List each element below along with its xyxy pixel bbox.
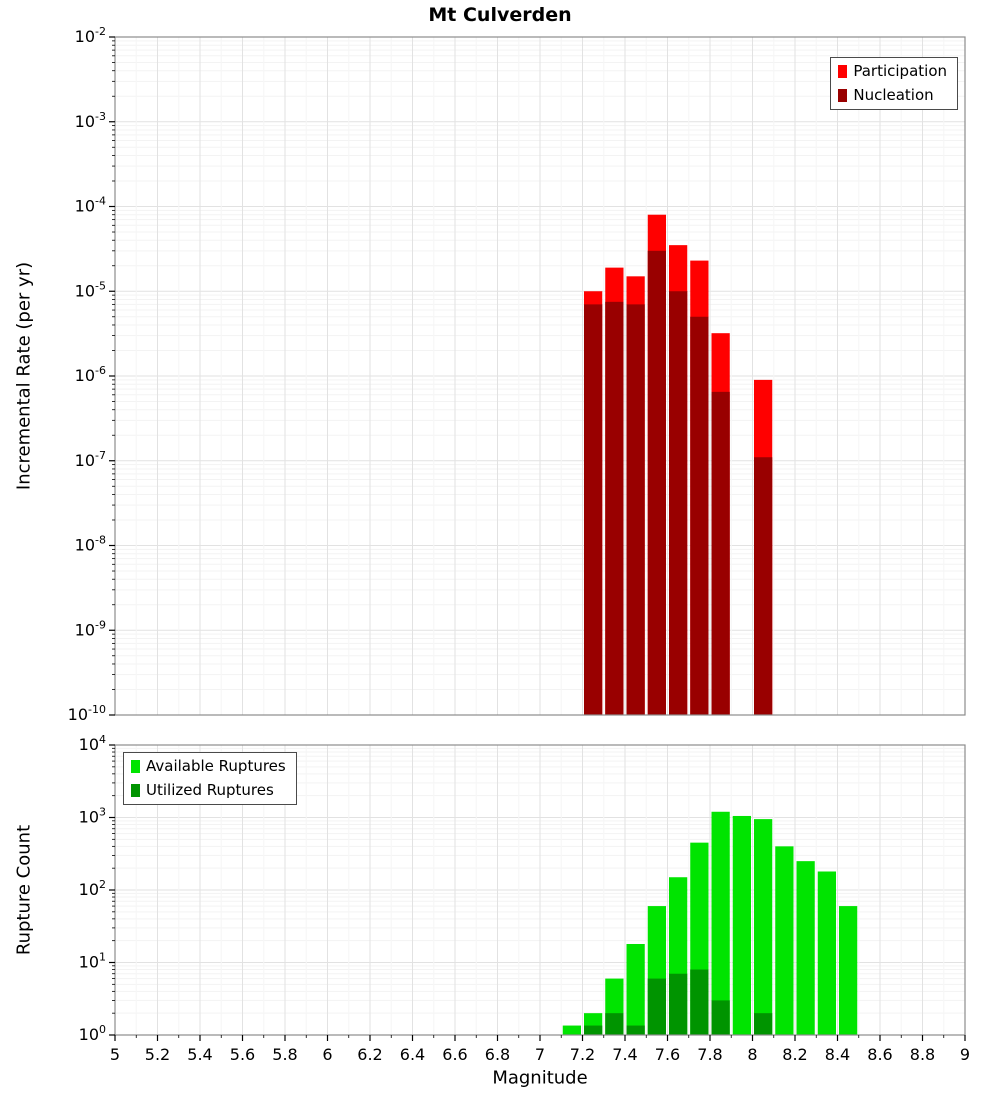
svg-text:8: 8 bbox=[747, 1045, 757, 1064]
svg-text:10-9: 10-9 bbox=[75, 618, 106, 639]
count-axis-label: Rupture Count bbox=[13, 824, 35, 956]
svg-text:5.6: 5.6 bbox=[230, 1045, 255, 1064]
svg-text:104: 104 bbox=[79, 733, 106, 754]
nucleation-label: Nucleation bbox=[853, 86, 934, 104]
page-title: Mt Culverden bbox=[428, 4, 572, 26]
svg-text:10-2: 10-2 bbox=[75, 25, 106, 46]
svg-text:7.2: 7.2 bbox=[570, 1045, 595, 1064]
nucleation-swatch bbox=[838, 89, 848, 102]
svg-text:7: 7 bbox=[535, 1045, 545, 1064]
svg-text:8.8: 8.8 bbox=[910, 1045, 935, 1064]
utilized-ruptures-swatch bbox=[131, 784, 140, 797]
svg-text:6.2: 6.2 bbox=[357, 1045, 382, 1064]
magnitude-axis-label: Magnitude bbox=[492, 1067, 588, 1089]
svg-text:10-3: 10-3 bbox=[75, 110, 106, 131]
available-ruptures-label: Available Ruptures bbox=[146, 757, 286, 775]
utilized-ruptures-label: Utilized Ruptures bbox=[146, 781, 274, 799]
legend-item-utilized: Utilized Ruptures bbox=[131, 783, 286, 798]
svg-text:5: 5 bbox=[110, 1045, 120, 1064]
svg-text:10-6: 10-6 bbox=[75, 364, 106, 385]
svg-text:8.6: 8.6 bbox=[867, 1045, 892, 1064]
svg-text:103: 103 bbox=[79, 806, 106, 827]
rate-legend: Participation Nucleation bbox=[830, 57, 958, 110]
svg-text:7.6: 7.6 bbox=[655, 1045, 680, 1064]
participation-label: Participation bbox=[853, 62, 947, 80]
svg-text:7.8: 7.8 bbox=[697, 1045, 722, 1064]
available-ruptures-swatch bbox=[131, 760, 140, 773]
participation-swatch bbox=[838, 65, 848, 78]
svg-text:10-4: 10-4 bbox=[75, 195, 106, 216]
svg-text:5.8: 5.8 bbox=[272, 1045, 297, 1064]
legend-item-participation: Participation bbox=[838, 64, 947, 79]
legend-item-available: Available Ruptures bbox=[131, 759, 286, 774]
svg-text:10-5: 10-5 bbox=[75, 279, 106, 300]
svg-text:6.4: 6.4 bbox=[400, 1045, 425, 1064]
svg-text:5.2: 5.2 bbox=[145, 1045, 170, 1064]
svg-text:7.4: 7.4 bbox=[612, 1045, 637, 1064]
svg-text:6.8: 6.8 bbox=[485, 1045, 510, 1064]
svg-text:101: 101 bbox=[79, 951, 106, 972]
svg-text:100: 100 bbox=[79, 1023, 106, 1044]
svg-text:6: 6 bbox=[322, 1045, 332, 1064]
count-legend: Available Ruptures Utilized Ruptures bbox=[123, 752, 297, 805]
rate-axis-label: Incremental Rate (per yr) bbox=[13, 261, 35, 491]
svg-text:10-8: 10-8 bbox=[75, 534, 106, 555]
svg-text:9: 9 bbox=[960, 1045, 970, 1064]
svg-text:8.4: 8.4 bbox=[825, 1045, 850, 1064]
svg-text:10-7: 10-7 bbox=[75, 449, 106, 470]
svg-text:8.2: 8.2 bbox=[782, 1045, 807, 1064]
svg-text:102: 102 bbox=[79, 878, 106, 899]
legend-item-nucleation: Nucleation bbox=[838, 88, 947, 103]
svg-text:6.6: 6.6 bbox=[442, 1045, 467, 1064]
svg-text:5.4: 5.4 bbox=[187, 1045, 212, 1064]
svg-text:10-10: 10-10 bbox=[68, 703, 106, 724]
